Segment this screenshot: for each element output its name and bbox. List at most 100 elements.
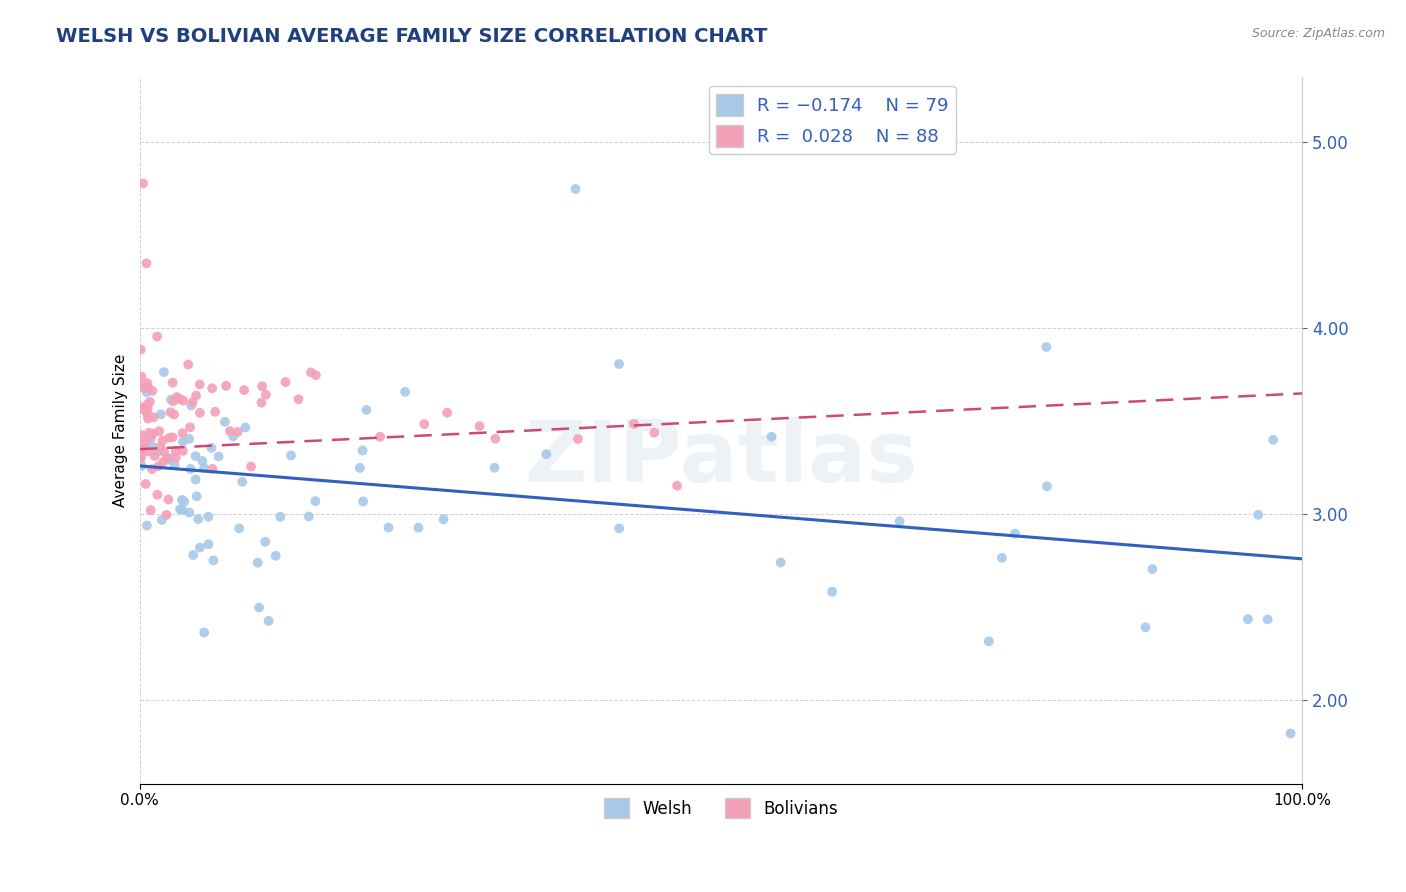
Point [228, 521, 250, 535]
Point [193, 625, 215, 640]
Point [280, 448, 302, 462]
Text: ZIPatlas: ZIPatlas [524, 417, 918, 500]
Point [162, 376, 184, 390]
Point [484, 460, 506, 475]
Point [436, 406, 458, 420]
Point [287, 392, 309, 407]
Point [257, 614, 280, 628]
Point [377, 520, 399, 534]
Point [129, 445, 152, 459]
Point [150, 513, 173, 527]
Point [623, 417, 645, 431]
Point [160, 392, 183, 407]
Point [141, 462, 163, 476]
Point [157, 452, 180, 467]
Point [607, 521, 630, 535]
Point [1237, 612, 1260, 626]
Point [139, 394, 162, 409]
Point [484, 432, 506, 446]
Point [179, 506, 201, 520]
Point [132, 377, 155, 392]
Point [135, 256, 157, 270]
Point [148, 459, 170, 474]
Point [1004, 526, 1026, 541]
Point [264, 549, 287, 563]
Point [156, 450, 179, 465]
Point [179, 420, 201, 434]
Point [172, 434, 194, 449]
Point [136, 411, 159, 425]
Point [368, 430, 391, 444]
Point [1263, 433, 1285, 447]
Point [131, 402, 153, 417]
Point [197, 509, 219, 524]
Point [135, 435, 157, 450]
Point [304, 494, 326, 508]
Point [136, 408, 159, 422]
Point [207, 450, 229, 464]
Point [226, 425, 249, 439]
Point [564, 182, 586, 196]
Point [180, 462, 202, 476]
Point [129, 343, 152, 357]
Point [143, 449, 166, 463]
Point [131, 428, 153, 442]
Point [193, 461, 215, 475]
Point [131, 441, 153, 455]
Point [173, 494, 195, 508]
Point [202, 553, 225, 567]
Point [149, 408, 172, 422]
Point [142, 440, 165, 454]
Point [141, 384, 163, 398]
Point [129, 449, 152, 463]
Point [200, 441, 222, 455]
Point [157, 431, 180, 445]
Point [356, 402, 378, 417]
Point [821, 584, 844, 599]
Point [352, 494, 374, 508]
Point [274, 375, 297, 389]
Point [254, 388, 277, 402]
Point [146, 444, 169, 458]
Point [153, 444, 176, 458]
Point [299, 366, 322, 380]
Point [172, 393, 194, 408]
Point [136, 401, 159, 415]
Point [305, 368, 328, 383]
Point [142, 410, 165, 425]
Point [146, 488, 169, 502]
Point [177, 358, 200, 372]
Point [250, 395, 273, 409]
Point [152, 455, 174, 469]
Point [352, 443, 374, 458]
Point [170, 492, 193, 507]
Point [129, 451, 152, 466]
Point [188, 541, 211, 555]
Point [214, 415, 236, 429]
Point [129, 443, 152, 458]
Point [977, 634, 1000, 648]
Point [169, 502, 191, 516]
Point [152, 434, 174, 448]
Point [131, 369, 153, 384]
Point [567, 432, 589, 446]
Point [468, 419, 491, 434]
Point [135, 477, 157, 491]
Point [233, 420, 256, 434]
Point [165, 444, 187, 458]
Point [222, 429, 245, 443]
Point [131, 458, 153, 473]
Point [432, 512, 454, 526]
Point [165, 450, 187, 465]
Point [162, 394, 184, 409]
Point [191, 454, 214, 468]
Point [607, 357, 630, 371]
Point [1279, 726, 1302, 740]
Point [204, 405, 226, 419]
Point [166, 390, 188, 404]
Point [131, 435, 153, 450]
Point [250, 379, 273, 393]
Point [148, 424, 170, 438]
Point [254, 534, 277, 549]
Point [184, 388, 207, 402]
